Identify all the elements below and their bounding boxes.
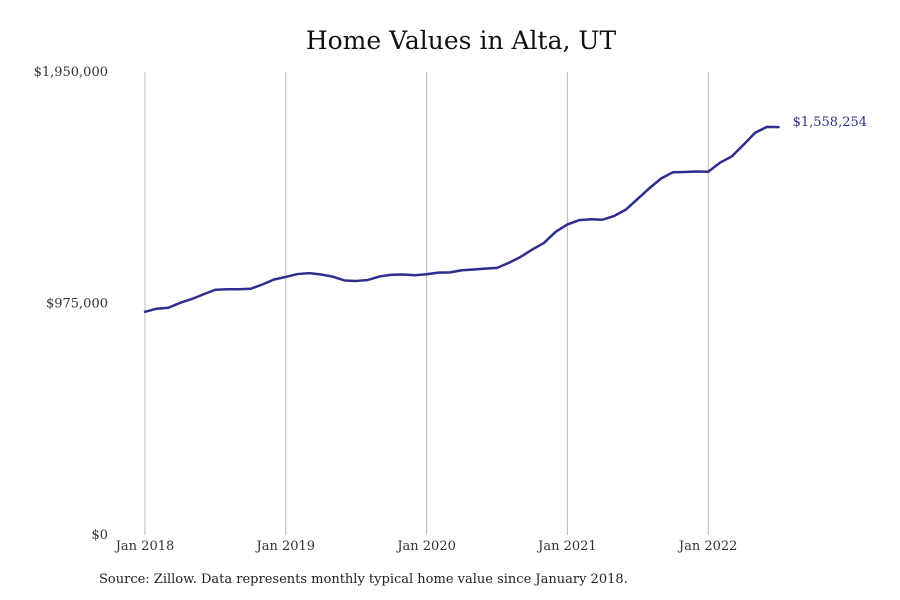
series-line-0 (143, 125, 780, 314)
x-tick-label-0: Jan 2018 (114, 539, 175, 554)
end-labels: $1,558,254 (793, 115, 867, 130)
y-tick-label-1: $975,000 (46, 297, 108, 312)
y-tick-label-0: $0 (91, 528, 108, 543)
x-tick-label-2: Jan 2020 (395, 539, 456, 554)
series-end-label-0: $1,558,254 (793, 115, 867, 130)
x-tick-label-4: Jan 2022 (677, 539, 738, 554)
series-layer (143, 125, 780, 314)
x-tick-label-3: Jan 2021 (536, 539, 597, 554)
y-axis-tick-labels: $0 $975,000 $1,950,000 (34, 65, 108, 543)
y-tick-label-2: $1,950,000 (34, 65, 108, 80)
gridlines (144, 72, 709, 535)
x-tick-label-1: Jan 2019 (255, 539, 316, 554)
x-axis-tick-labels: Jan 2018 Jan 2019 Jan 2020 Jan 2021 Jan 2022 (114, 539, 738, 554)
source-note: Source: Zillow. Data represents monthly … (99, 572, 628, 587)
chart-title: Home Values in Alta, UT (305, 26, 617, 55)
